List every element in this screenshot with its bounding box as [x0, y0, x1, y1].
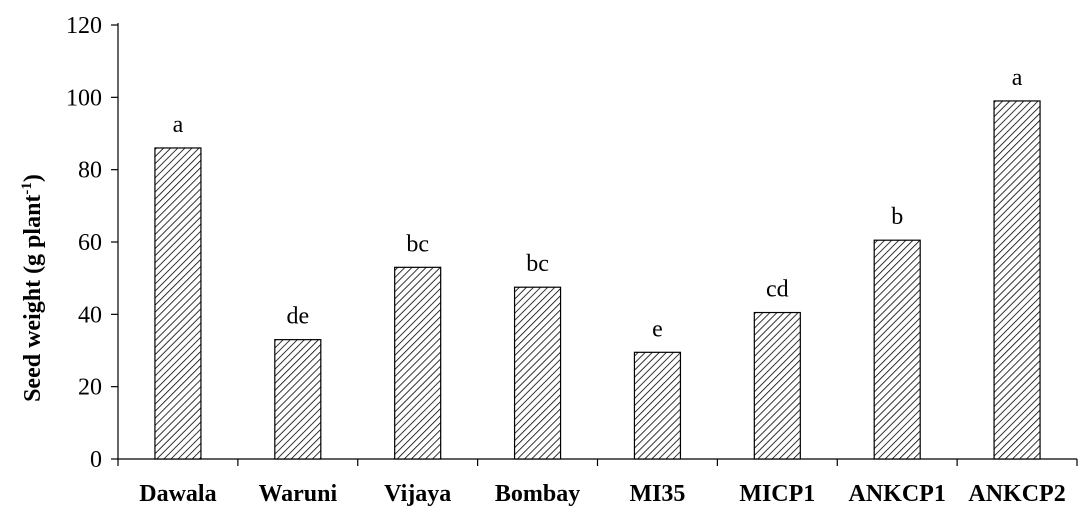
significance-letter: b	[891, 204, 903, 230]
y-axis: 0 20 40 60 80 100 120	[66, 13, 119, 473]
y-tick-label: 20	[78, 375, 102, 401]
bar-ankcp2	[993, 100, 1041, 460]
y-tick-label: 80	[78, 158, 102, 184]
x-axis: Dawala Waruni Vijaya Bombay MI35 MICP1 ANKCP1 A…	[117, 458, 1078, 507]
significance-letter: cd	[766, 277, 789, 303]
x-category-label: MICP1	[739, 481, 815, 507]
y-axis-title-suffix: )	[20, 174, 46, 182]
significance-letter: bc	[406, 231, 429, 257]
bar-waruni	[274, 339, 322, 460]
y-tick-label: 0	[90, 447, 102, 473]
x-category-label: MI35	[629, 481, 685, 507]
significance-letters: a de bc bc e cd b a	[173, 65, 1023, 342]
x-category-label: Vijaya	[384, 481, 451, 507]
x-category-label: Bombay	[495, 481, 580, 507]
significance-letter: a	[173, 112, 184, 138]
x-category-label: Waruni	[258, 481, 337, 507]
bar-vijaya	[394, 266, 442, 460]
y-axis-title-superscript: -1	[19, 182, 35, 195]
bar-bombay	[513, 286, 562, 460]
y-axis-title-main: Seed weight (g plant	[20, 195, 46, 402]
x-category-label: ANKCP2	[968, 481, 1065, 507]
significance-letter: a	[1012, 65, 1023, 91]
bar-dawala	[154, 147, 202, 460]
bars	[154, 100, 1041, 460]
y-axis-title: Seed weight (g plant-1)	[19, 174, 46, 402]
significance-letter: e	[652, 316, 663, 342]
x-category-label: ANKCP1	[849, 481, 946, 507]
x-category-label: Dawala	[139, 481, 216, 507]
bar-mi35	[633, 351, 682, 460]
bar-ankcp1	[873, 239, 921, 460]
bar-micp1	[753, 311, 801, 460]
significance-letter: de	[286, 304, 309, 330]
y-tick-label: 60	[78, 230, 102, 256]
y-tick-label: 100	[66, 85, 102, 111]
y-tick-label: 40	[78, 302, 102, 328]
y-tick-label: 120	[66, 13, 102, 39]
significance-letter: bc	[526, 251, 549, 277]
